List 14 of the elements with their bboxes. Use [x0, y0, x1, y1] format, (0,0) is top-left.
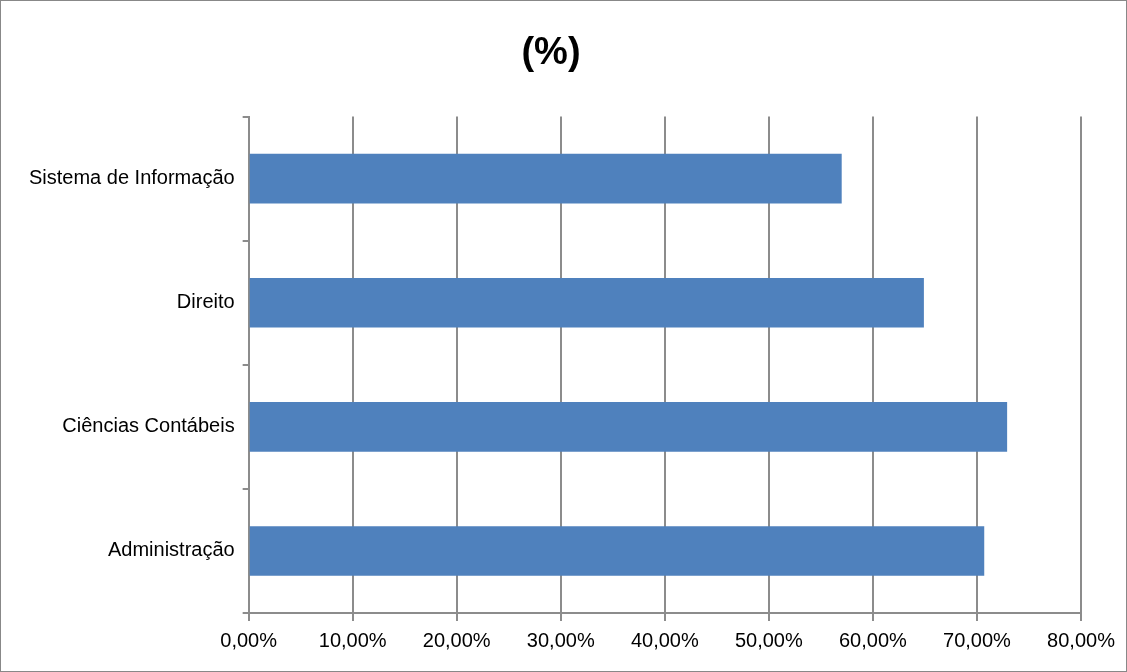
- x-tick-label: 30,00%: [526, 628, 595, 651]
- x-tick-label: 10,00%: [318, 628, 387, 651]
- x-tick-label: 70,00%: [943, 628, 1012, 651]
- x-tick-label: 50,00%: [734, 628, 803, 651]
- x-tick-label: 20,00%: [422, 628, 491, 651]
- x-tick-label: 60,00%: [838, 628, 908, 651]
- y-tick-label: Sistema de Informação: [29, 166, 235, 189]
- x-tick-label: 40,00%: [630, 628, 699, 651]
- x-tick-label: 0,00%: [220, 628, 278, 651]
- y-tick-label: Direito: [176, 290, 235, 313]
- y-tick-label: Administração: [107, 538, 235, 561]
- y-tick-label: Ciências Contábeis: [62, 414, 235, 437]
- chart-title: (%): [521, 30, 581, 73]
- x-tick-label: 80,00%: [1047, 628, 1116, 651]
